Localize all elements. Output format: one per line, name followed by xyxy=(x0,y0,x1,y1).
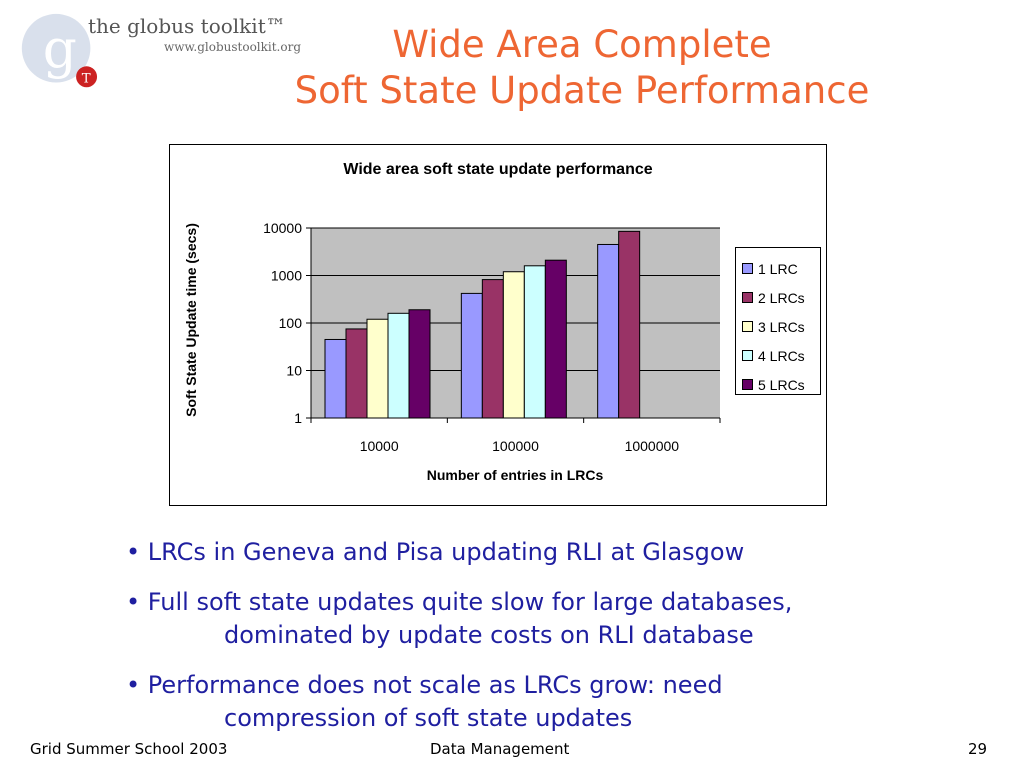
bar-chart: 1 10 100 1000 10000 10000 100000 1000000 xyxy=(263,220,721,454)
slide-title: Wide Area Complete Soft State Update Per… xyxy=(200,22,964,114)
y-tick-label: 1000 xyxy=(271,268,302,284)
x-axis-label: Number of entries in LRCs xyxy=(426,467,604,483)
legend-item: 5 LRCs xyxy=(742,370,820,399)
bullet-list: • LRCs in Geneva and Pisa updating RLI a… xyxy=(126,536,1006,752)
slide-title-line1: Wide Area Complete xyxy=(392,23,772,66)
logo-letter: g xyxy=(43,17,77,80)
legend-item: 2 LRCs xyxy=(742,283,820,312)
bar-2-lrcs xyxy=(345,328,368,419)
legend-swatch xyxy=(742,292,753,303)
bullet-item: • Full soft state updates quite slow for… xyxy=(126,586,1006,652)
legend-swatch xyxy=(742,379,753,390)
chart-frame: 1 10 100 1000 10000 10000 100000 1000000 Wide a… xyxy=(169,144,827,506)
bar-1-lrc xyxy=(597,243,620,419)
legend-item: 1 LRC xyxy=(742,254,820,283)
chart-title: Wide area soft state update performance xyxy=(343,161,653,178)
y-tick-label: 1 xyxy=(294,410,302,426)
bullet-item: • Performance does not scale as LRCs gro… xyxy=(126,669,1006,735)
legend-swatch xyxy=(742,321,753,332)
legend-label: 3 LRCs xyxy=(758,318,805,335)
y-axis-label: Soft State Update time (secs) xyxy=(183,223,199,417)
bar-4-lrcs xyxy=(387,312,410,419)
legend-label: 4 LRCs xyxy=(758,347,805,364)
legend-swatch xyxy=(742,263,753,274)
bullet-text: compression of soft state updates xyxy=(224,704,633,732)
legend-swatch xyxy=(742,350,753,361)
bullet-text: dominated by update costs on RLI databas… xyxy=(224,621,754,649)
bar-2-lrcs xyxy=(481,279,504,419)
bar-5-lrcs xyxy=(544,259,567,419)
bullet-text: • LRCs in Geneva and Pisa updating RLI a… xyxy=(126,538,745,566)
y-tick-label: 10000 xyxy=(263,220,302,236)
bar-3-lrcs xyxy=(366,318,389,419)
x-tick-label: 10000 xyxy=(360,438,399,454)
bar-2-lrcs xyxy=(618,230,641,419)
y-tick-label: 10 xyxy=(286,363,302,379)
x-tick-label: 100000 xyxy=(492,438,539,454)
chart-legend: 1 LRC 2 LRCs 3 LRCs 4 LRCs 5 LRCs xyxy=(735,247,821,395)
bar-1-lrc xyxy=(324,338,347,419)
bar-1-lrc xyxy=(460,292,483,419)
bar-4-lrcs xyxy=(523,265,546,419)
logo-name: the globus toolkit™ xyxy=(88,14,286,38)
bar-5-lrcs xyxy=(408,309,431,419)
bullet-text: • Full soft state updates quite slow for… xyxy=(126,588,793,616)
legend-label: 2 LRCs xyxy=(758,289,805,306)
globus-g-icon: g T xyxy=(21,13,98,88)
footer-center: Data Management xyxy=(430,740,570,758)
x-tick-label: 1000000 xyxy=(625,438,680,454)
bullet-item: • LRCs in Geneva and Pisa updating RLI a… xyxy=(126,536,1006,569)
logo-badge: T xyxy=(82,71,91,86)
bullet-text: • Performance does not scale as LRCs gro… xyxy=(126,671,723,699)
legend-label: 5 LRCs xyxy=(758,376,805,393)
globus-logo: g T the globus toolkit™ www.globustoolki… xyxy=(14,10,324,100)
page-number: 29 xyxy=(968,740,988,758)
y-tick-label: 100 xyxy=(279,315,303,331)
legend-label: 1 LRC xyxy=(758,260,798,277)
logo-url: www.globustoolkit.org xyxy=(164,40,302,54)
bar-3-lrcs xyxy=(502,271,525,419)
legend-item: 3 LRCs xyxy=(742,312,820,341)
footer-left: Grid Summer School 2003 xyxy=(30,740,228,758)
legend-item: 4 LRCs xyxy=(742,341,820,370)
slide-title-line2: Soft State Update Performance xyxy=(294,69,870,112)
